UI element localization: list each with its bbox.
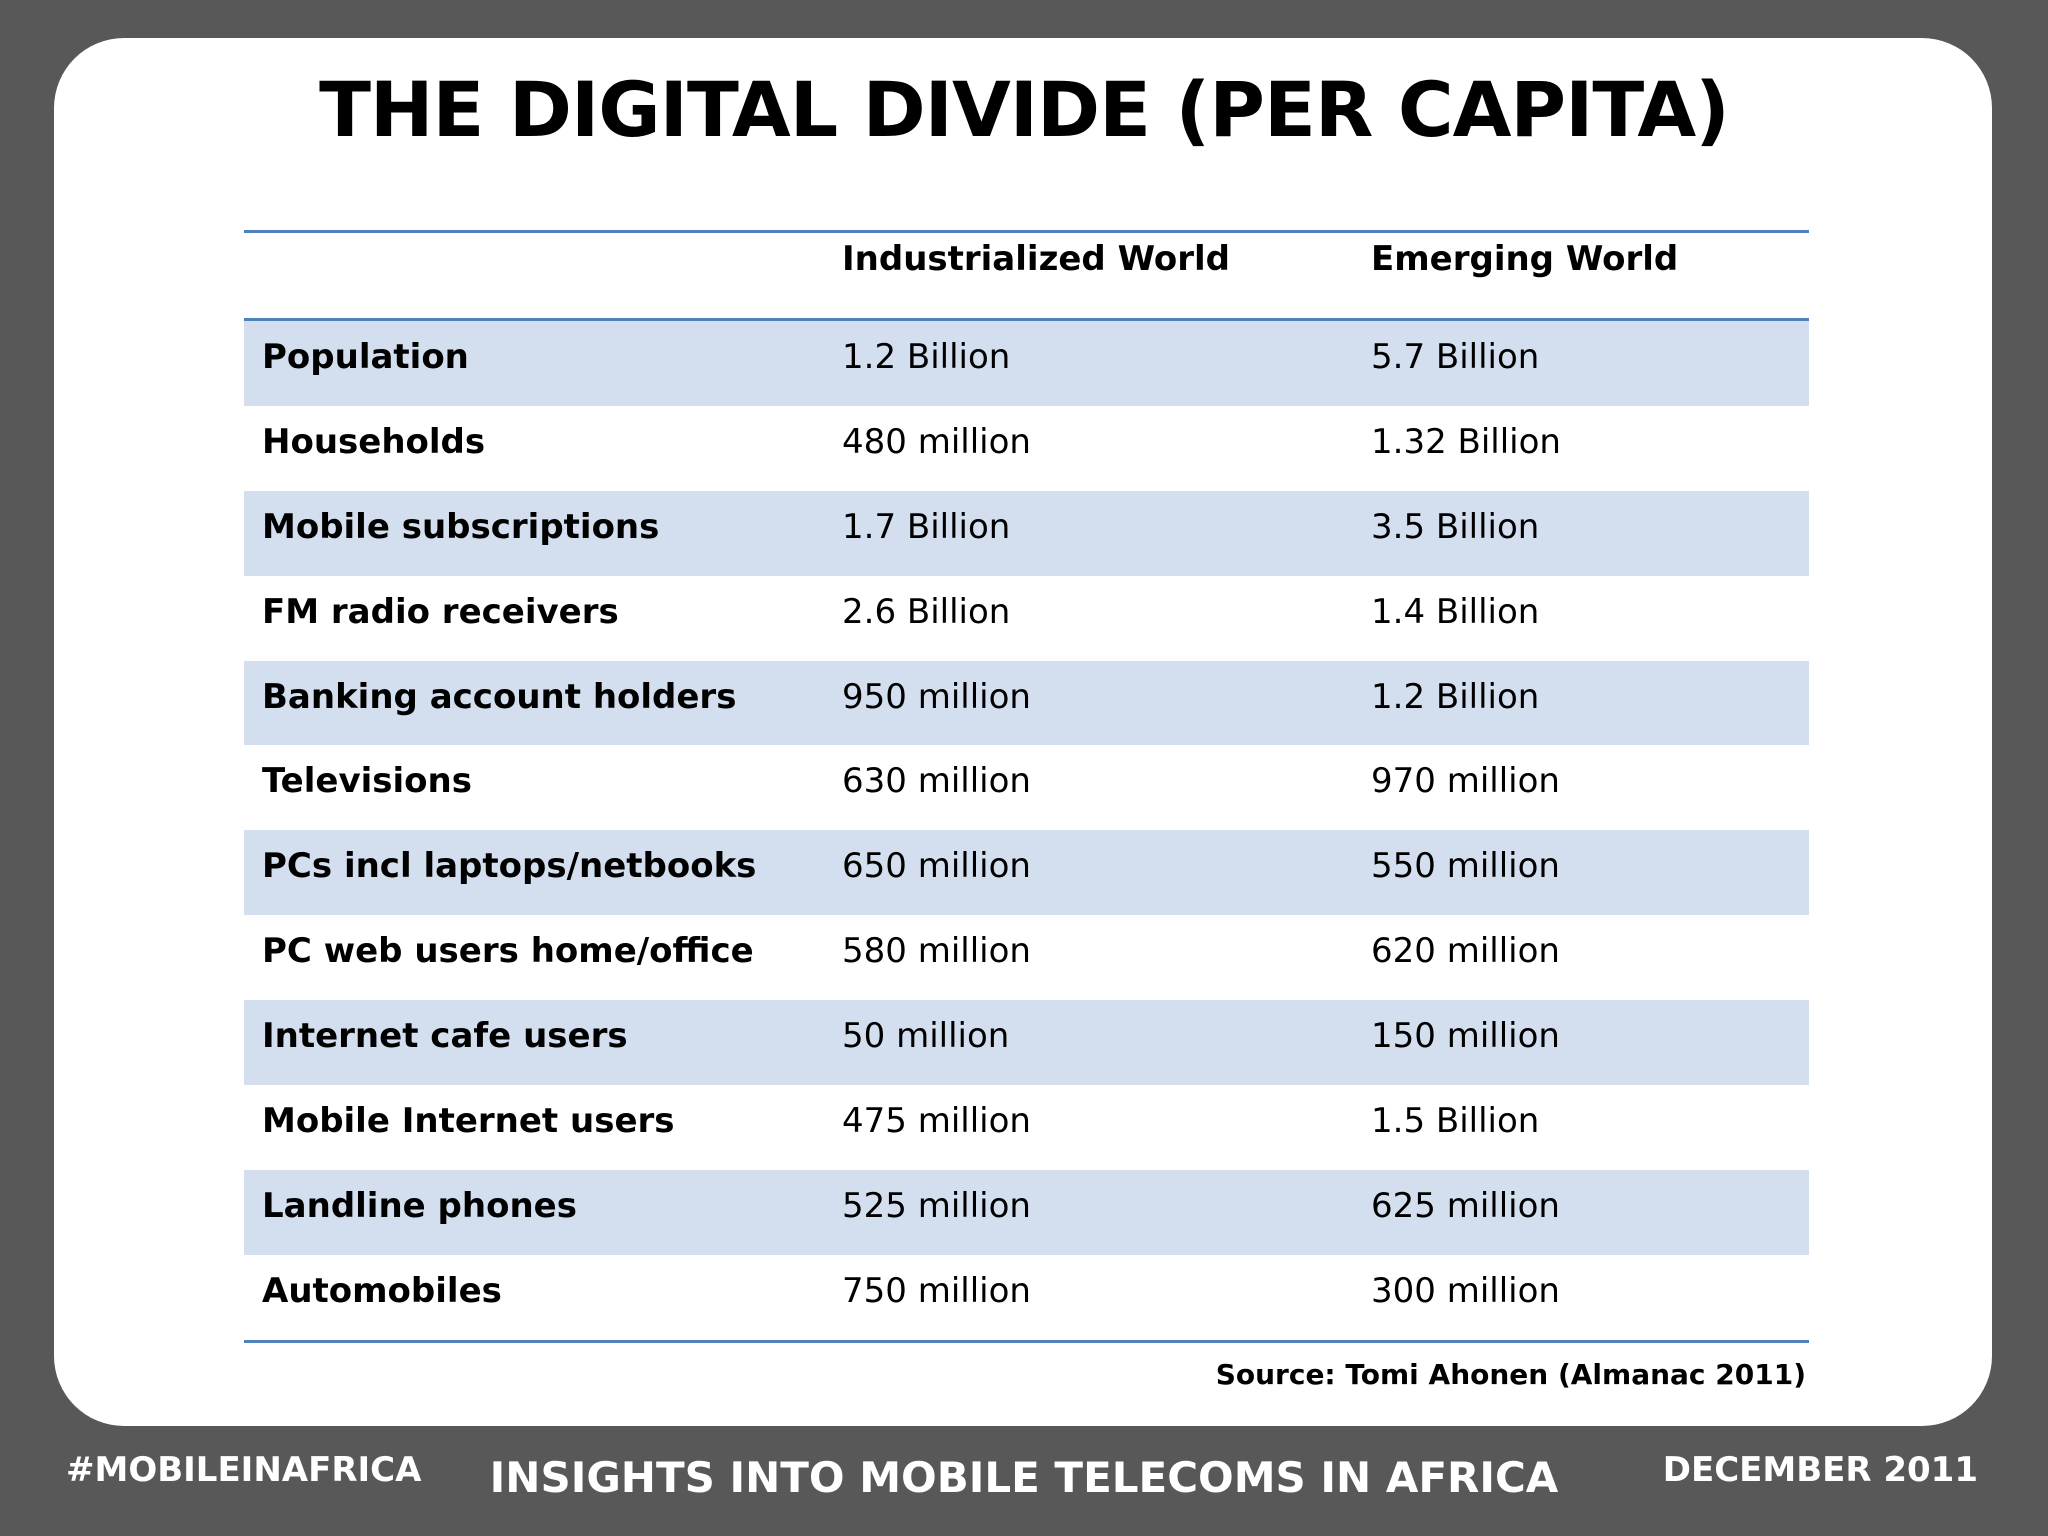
emerging-value: 5.7 Billion	[1371, 337, 1540, 377]
emerging-value: 550 million	[1371, 846, 1560, 887]
industrialized-value: 475 million	[842, 1101, 1031, 1142]
emerging-value: 1.4 Billion	[1371, 591, 1540, 632]
industrialized-value: 2.6 Billion	[842, 591, 1011, 632]
industrialized-value: 630 million	[842, 761, 1031, 802]
emerging-value: 3.5 Billion	[1371, 506, 1540, 547]
footer-hashtag: #MOBILEINAFRICA	[66, 1450, 422, 1490]
industrialized-value: 650 million	[842, 846, 1031, 887]
table-row: Households 480 million 1.32 Billion	[244, 406, 1809, 491]
row-label: Population	[262, 337, 469, 377]
table-row: Population 1.2 Billion 5.7 Billion	[244, 321, 1809, 406]
column-header-emerging: Emerging World	[1371, 239, 1679, 279]
table-row: Landline phones 525 million 625 million	[244, 1169, 1809, 1255]
emerging-value: 1.32 Billion	[1371, 421, 1561, 462]
row-label: PC web users home/office	[262, 931, 754, 972]
table-header-row: Industrialized World Emerging World	[244, 233, 1809, 318]
table-bottom-rule	[244, 1339, 1809, 1343]
emerging-value: 625 million	[1371, 1185, 1560, 1226]
data-table: Industrialized World Emerging World Popu…	[244, 230, 1809, 1343]
table-row: Automobiles 750 million 300 million	[244, 1255, 1809, 1340]
table-row: Internet cafe users 50 million 150 milli…	[244, 1000, 1809, 1086]
table-row: Televisions 630 million 970 million	[244, 745, 1809, 830]
emerging-value: 1.5 Billion	[1371, 1101, 1540, 1142]
slide-title: THE DIGITAL DIVIDE (PER CAPITA)	[319, 65, 1730, 154]
table-header-rule	[244, 318, 1809, 321]
table-row: Mobile Internet users 475 million 1.5 Bi…	[244, 1085, 1809, 1170]
emerging-value: 150 million	[1371, 1016, 1560, 1057]
table-row: PC web users home/office 580 million 620…	[244, 915, 1809, 1000]
row-label: Mobile subscriptions	[262, 506, 660, 547]
table-row: PCs incl laptops/netbooks 650 million 55…	[244, 830, 1809, 916]
table-top-rule	[244, 230, 1809, 233]
footer-date: DECEMBER 2011	[1662, 1450, 1978, 1490]
industrialized-value: 480 million	[842, 421, 1031, 462]
industrialized-value: 950 million	[842, 676, 1031, 717]
table-row: Mobile subscriptions 1.7 Billion 3.5 Bil…	[244, 490, 1809, 576]
row-label: Internet cafe users	[262, 1016, 628, 1057]
row-label: Televisions	[262, 761, 472, 802]
column-header-industrialized: Industrialized World	[842, 239, 1230, 279]
table-row: Banking account holders 950 million 1.2 …	[244, 660, 1809, 746]
row-label: PCs incl laptops/netbooks	[262, 846, 757, 887]
emerging-value: 970 million	[1371, 761, 1560, 802]
industrialized-value: 50 million	[842, 1016, 1010, 1057]
industrialized-value: 1.2 Billion	[842, 337, 1011, 377]
row-label: Mobile Internet users	[262, 1101, 675, 1142]
footer-tagline: INSIGHTS INTO MOBILE TELECOMS IN AFRICA	[489, 1453, 1559, 1502]
emerging-value: 1.2 Billion	[1371, 676, 1540, 717]
row-label: FM radio receivers	[262, 591, 619, 632]
table-row: FM radio receivers 2.6 Billion 1.4 Billi…	[244, 576, 1809, 661]
emerging-value: 300 million	[1371, 1270, 1560, 1311]
industrialized-value: 525 million	[842, 1185, 1031, 1226]
row-label: Banking account holders	[262, 676, 737, 717]
row-label: Automobiles	[262, 1270, 502, 1311]
industrialized-value: 580 million	[842, 931, 1031, 972]
emerging-value: 620 million	[1371, 931, 1560, 972]
industrialized-value: 750 million	[842, 1270, 1031, 1311]
industrialized-value: 1.7 Billion	[842, 506, 1011, 547]
row-label: Landline phones	[262, 1185, 577, 1226]
source-citation: Source: Tomi Ahonen (Almanac 2011)	[1215, 1358, 1806, 1391]
row-label: Households	[262, 421, 486, 462]
